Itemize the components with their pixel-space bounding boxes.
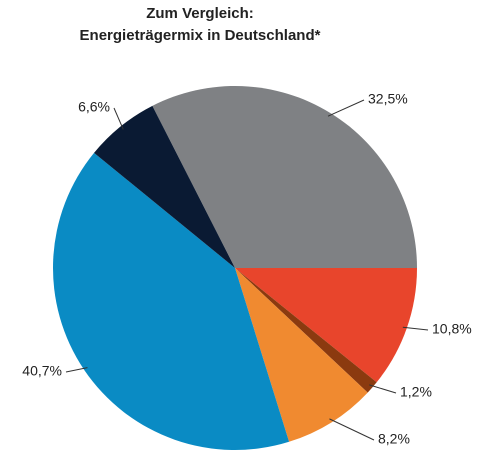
leader-line: [329, 418, 375, 441]
pie-slice: [94, 105, 236, 268]
data-label: 40,7%: [22, 363, 62, 379]
pie-slice: [235, 268, 368, 442]
leader-line: [65, 367, 88, 373]
chart-title: Zum Vergleich:: [146, 5, 254, 22]
leader-line: [402, 326, 429, 331]
data-label: 8,2%: [378, 431, 410, 447]
pie-slice: [235, 268, 417, 383]
data-label: 10,8%: [432, 321, 472, 337]
leader-line: [327, 99, 365, 117]
pie-slice: [53, 152, 290, 450]
data-label: 32,5%: [368, 91, 408, 107]
leader-line: [113, 107, 124, 130]
data-label: 6,6%: [78, 99, 110, 115]
leader-line: [369, 384, 397, 394]
pie-slice: [152, 86, 418, 268]
data-label: 1,2%: [400, 384, 432, 400]
pie-slice: [235, 268, 377, 393]
chart-title: Energieträgermix in Deutschland*: [80, 27, 321, 44]
